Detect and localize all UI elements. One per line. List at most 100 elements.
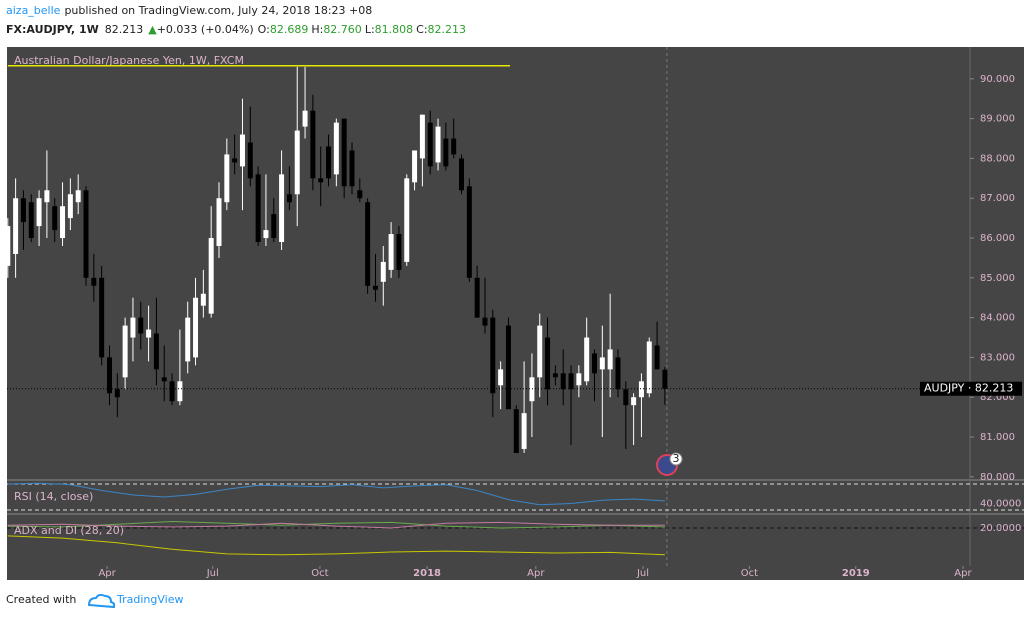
candle-body	[474, 277, 480, 318]
ohlc-value: 82.689	[270, 23, 309, 36]
candle-body	[505, 325, 511, 410]
candle-body	[388, 234, 394, 270]
y-tick-label: 83.000	[980, 352, 1015, 363]
candle-body	[99, 277, 105, 358]
ohlc-value: 81.808	[375, 23, 414, 36]
candle-body	[5, 226, 11, 266]
footer-brand[interactable]: TradingView	[116, 593, 183, 606]
symbol: FX:AUDJPY, 1W	[6, 23, 99, 36]
indicator-line	[7, 535, 665, 556]
indicator-title: RSI (14, close)	[14, 490, 93, 503]
logo	[87, 593, 116, 609]
candle-body	[36, 198, 42, 227]
y-tick-label: 82.000	[980, 392, 1015, 403]
candle-body	[318, 178, 324, 183]
candle-body	[513, 409, 519, 453]
candle-body	[271, 214, 277, 239]
y-tick-label: 90.000	[980, 74, 1015, 85]
y-tick-label: 80.000	[980, 472, 1015, 483]
candle-body	[451, 138, 457, 155]
candle-body	[310, 110, 316, 179]
candle-body	[404, 178, 410, 262]
ohlc-label: H:	[311, 23, 323, 36]
candle-body	[216, 198, 222, 246]
candle-body	[357, 190, 363, 199]
candle-body	[545, 337, 551, 390]
candle-body	[631, 397, 637, 406]
candle-body	[592, 353, 598, 374]
user-name[interactable]: aiza_belle	[6, 4, 61, 17]
candle-body	[466, 186, 472, 278]
candle-body	[615, 357, 621, 390]
candle-body	[263, 230, 269, 239]
ohlc-label: O:	[258, 23, 270, 36]
candle-body	[333, 122, 339, 175]
ohlc-label: C:	[416, 23, 427, 36]
event-badge[interactable]: 3	[656, 452, 683, 476]
plot-layer: 80.000 81.000 82.000 83.000 84.000 85.000 86.0…	[5, 47, 1024, 579]
x-tick-label: 2018	[413, 568, 441, 579]
candle-body	[161, 377, 167, 382]
candle-body	[169, 381, 175, 402]
footer-logo[interactable]	[87, 593, 116, 609]
indicator-tick-label: 20.0000	[980, 523, 1021, 534]
candle-body	[13, 198, 19, 254]
candle-body	[443, 138, 449, 167]
ohlc-value: 82.213	[428, 23, 467, 36]
candle-body	[130, 317, 136, 338]
candle-body	[326, 146, 332, 179]
candle-body	[599, 357, 605, 370]
candle-body	[255, 174, 261, 243]
candle-body	[20, 198, 26, 223]
candle-body	[623, 389, 629, 406]
y-tick-label: 84.000	[980, 313, 1015, 324]
candle-body	[138, 317, 144, 334]
candle-body	[529, 377, 535, 402]
candle-body	[247, 142, 253, 179]
candle-body	[435, 126, 441, 163]
ohlc-value: 82.760	[323, 23, 362, 36]
ohlc-label: L:	[365, 23, 375, 36]
change: +0.033 (+0.04%)	[157, 23, 254, 36]
candle-body	[232, 158, 238, 163]
x-tick-label: 2019	[842, 568, 870, 579]
x-tick-label: Apr	[527, 568, 545, 579]
y-tick-label: 85.000	[980, 273, 1015, 284]
candle-body	[341, 118, 347, 187]
indicator-title: ADX and DI (28, 20)	[14, 524, 124, 537]
candle-body	[208, 238, 214, 314]
candle-body	[177, 381, 183, 402]
candle-body	[498, 369, 504, 386]
candle-body	[552, 373, 558, 378]
indicator-line	[7, 520, 665, 529]
published: published on TradingView.com, July 24, 2…	[64, 4, 372, 17]
candle-body	[380, 261, 386, 282]
candle-body	[537, 325, 543, 378]
candle-body	[114, 389, 120, 398]
candle-body	[584, 337, 590, 382]
candle-body	[638, 381, 644, 398]
candle-body	[294, 130, 300, 195]
indicator-tick-label: 40.0000	[980, 499, 1021, 510]
candle-body	[122, 325, 128, 378]
price: 82.213	[105, 23, 144, 36]
candle-body	[67, 194, 73, 219]
candle-body	[224, 154, 230, 203]
candle-body	[419, 114, 425, 159]
footer-created: Created with	[6, 593, 76, 606]
quote-line: FX:AUDJPY, 1W 82.213 ▲+0.033 (+0.04%) O:82.…	[6, 23, 466, 36]
y-tick-label: 89.000	[980, 114, 1015, 125]
chart-background	[7, 47, 1024, 580]
publish-line: aiza_belle published on TradingView.com, …	[6, 4, 372, 17]
candle-body	[83, 190, 89, 278]
candle-body	[200, 293, 206, 306]
candle-body	[560, 373, 566, 390]
candle-body	[28, 202, 34, 239]
candle-body	[662, 369, 668, 389]
indicator-line	[7, 482, 665, 506]
candle-body	[239, 134, 245, 167]
y-tick-label: 87.000	[980, 193, 1015, 204]
candle-body	[396, 234, 402, 270]
candle-body	[75, 190, 81, 203]
